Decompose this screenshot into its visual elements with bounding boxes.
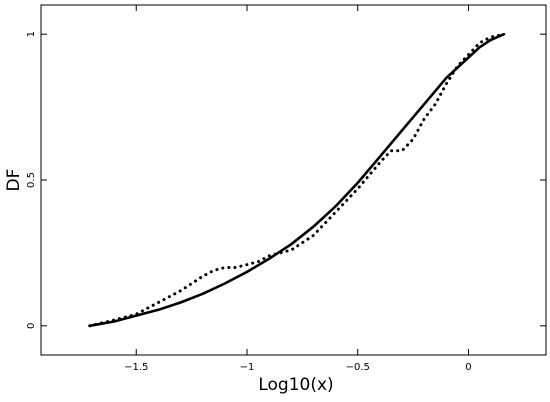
series-layer [88,32,506,328]
series-line-dotted [88,32,506,328]
x-tick-label: −1 [240,362,255,373]
y-axis-ticks: 00.51 [26,31,546,329]
y-tick-label: 0.5 [26,172,37,188]
x-axis-title: Log10(x) [258,375,333,395]
y-tick-label: 0 [26,323,37,329]
y-tick-label: 1 [26,31,37,37]
x-tick-label: 0 [465,362,471,373]
y-axis-title: DF [4,169,24,192]
series-line-solid [88,32,506,328]
x-axis-ticks: −1.5 −1 −0.5 0 [124,5,472,373]
x-tick-label: −0.5 [346,362,370,373]
x-tick-label: −1.5 [124,362,148,373]
